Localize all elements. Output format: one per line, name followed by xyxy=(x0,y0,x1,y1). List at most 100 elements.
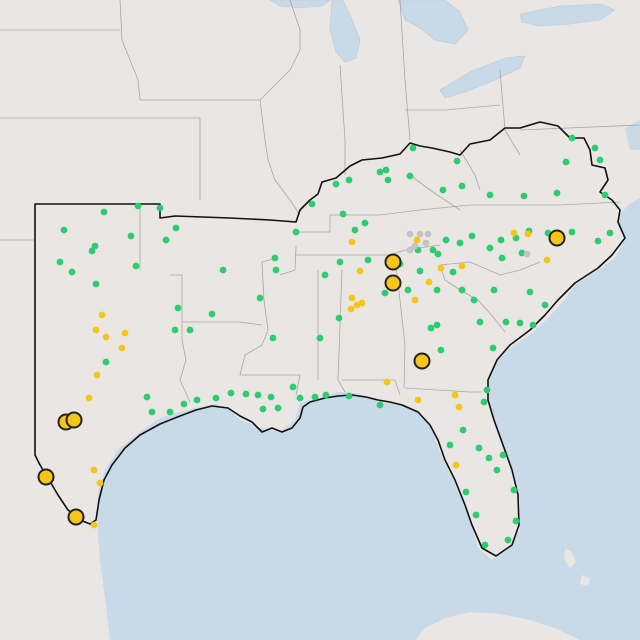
gray-marker[interactable] xyxy=(406,230,414,238)
green-marker[interactable] xyxy=(227,389,235,397)
green-marker[interactable] xyxy=(468,232,476,240)
green-marker[interactable] xyxy=(437,346,445,354)
green-marker[interactable] xyxy=(102,358,110,366)
green-marker[interactable] xyxy=(382,166,390,174)
large-yellow-marker[interactable] xyxy=(67,508,85,526)
yellow-marker[interactable] xyxy=(437,264,445,272)
green-marker[interactable] xyxy=(504,536,512,544)
green-marker[interactable] xyxy=(489,344,497,352)
green-marker[interactable] xyxy=(529,321,537,329)
large-yellow-marker[interactable] xyxy=(384,274,402,292)
green-marker[interactable] xyxy=(60,226,68,234)
green-marker[interactable] xyxy=(322,391,330,399)
green-marker[interactable] xyxy=(143,393,151,401)
green-marker[interactable] xyxy=(259,405,267,413)
green-marker[interactable] xyxy=(416,267,424,275)
yellow-marker[interactable] xyxy=(425,278,433,286)
gray-marker[interactable] xyxy=(416,230,424,238)
green-marker[interactable] xyxy=(475,444,483,452)
green-marker[interactable] xyxy=(364,256,372,264)
green-marker[interactable] xyxy=(272,266,280,274)
green-marker[interactable] xyxy=(462,488,470,496)
yellow-marker[interactable] xyxy=(96,479,104,487)
green-marker[interactable] xyxy=(321,271,329,279)
green-marker[interactable] xyxy=(485,454,493,462)
green-marker[interactable] xyxy=(459,426,467,434)
green-marker[interactable] xyxy=(166,408,174,416)
green-marker[interactable] xyxy=(311,393,319,401)
green-marker[interactable] xyxy=(526,288,534,296)
yellow-marker[interactable] xyxy=(118,344,126,352)
green-marker[interactable] xyxy=(520,192,528,200)
green-marker[interactable] xyxy=(562,158,570,166)
green-marker[interactable] xyxy=(171,326,179,334)
green-marker[interactable] xyxy=(490,286,498,294)
gray-marker[interactable] xyxy=(422,239,430,247)
large-yellow-marker[interactable] xyxy=(413,352,431,370)
green-marker[interactable] xyxy=(148,408,156,416)
green-marker[interactable] xyxy=(439,186,447,194)
yellow-marker[interactable] xyxy=(348,294,356,302)
green-marker[interactable] xyxy=(429,246,437,254)
green-marker[interactable] xyxy=(486,244,494,252)
yellow-marker[interactable] xyxy=(358,299,366,307)
green-marker[interactable] xyxy=(256,294,264,302)
yellow-marker[interactable] xyxy=(451,391,459,399)
green-marker[interactable] xyxy=(132,262,140,270)
green-marker[interactable] xyxy=(384,176,392,184)
green-marker[interactable] xyxy=(434,250,442,258)
green-marker[interactable] xyxy=(596,156,604,164)
green-marker[interactable] xyxy=(472,511,480,519)
green-marker[interactable] xyxy=(601,191,609,199)
green-marker[interactable] xyxy=(212,394,220,402)
yellow-marker[interactable] xyxy=(102,333,110,341)
green-marker[interactable] xyxy=(404,286,412,294)
green-marker[interactable] xyxy=(208,310,216,318)
green-marker[interactable] xyxy=(427,324,435,332)
green-marker[interactable] xyxy=(219,266,227,274)
green-marker[interactable] xyxy=(481,541,489,549)
yellow-marker[interactable] xyxy=(383,378,391,386)
large-yellow-marker[interactable] xyxy=(548,229,566,247)
green-marker[interactable] xyxy=(289,383,297,391)
green-marker[interactable] xyxy=(541,301,549,309)
yellow-marker[interactable] xyxy=(347,305,355,313)
green-marker[interactable] xyxy=(433,321,441,329)
yellow-marker[interactable] xyxy=(510,229,518,237)
green-marker[interactable] xyxy=(193,396,201,404)
yellow-marker[interactable] xyxy=(458,262,466,270)
yellow-marker[interactable] xyxy=(98,311,106,319)
green-marker[interactable] xyxy=(100,208,108,216)
yellow-marker[interactable] xyxy=(411,296,419,304)
green-marker[interactable] xyxy=(269,334,277,342)
green-marker[interactable] xyxy=(446,441,454,449)
green-marker[interactable] xyxy=(316,334,324,342)
yellow-marker[interactable] xyxy=(92,326,100,334)
green-marker[interactable] xyxy=(476,318,484,326)
green-marker[interactable] xyxy=(180,400,188,408)
green-marker[interactable] xyxy=(242,390,250,398)
green-marker[interactable] xyxy=(493,466,501,474)
yellow-marker[interactable] xyxy=(452,461,460,469)
green-marker[interactable] xyxy=(553,189,561,197)
green-marker[interactable] xyxy=(156,204,164,212)
green-marker[interactable] xyxy=(568,134,576,142)
green-marker[interactable] xyxy=(162,236,170,244)
green-marker[interactable] xyxy=(127,232,135,240)
green-marker[interactable] xyxy=(594,237,602,245)
green-marker[interactable] xyxy=(497,236,505,244)
green-marker[interactable] xyxy=(498,254,506,262)
green-marker[interactable] xyxy=(296,394,304,402)
green-marker[interactable] xyxy=(254,391,262,399)
green-marker[interactable] xyxy=(449,268,457,276)
green-marker[interactable] xyxy=(480,398,488,406)
green-marker[interactable] xyxy=(458,182,466,190)
green-marker[interactable] xyxy=(174,304,182,312)
yellow-marker[interactable] xyxy=(90,521,98,529)
yellow-marker[interactable] xyxy=(121,329,129,337)
green-marker[interactable] xyxy=(516,319,524,327)
green-marker[interactable] xyxy=(376,401,384,409)
green-marker[interactable] xyxy=(453,157,461,165)
green-marker[interactable] xyxy=(92,280,100,288)
